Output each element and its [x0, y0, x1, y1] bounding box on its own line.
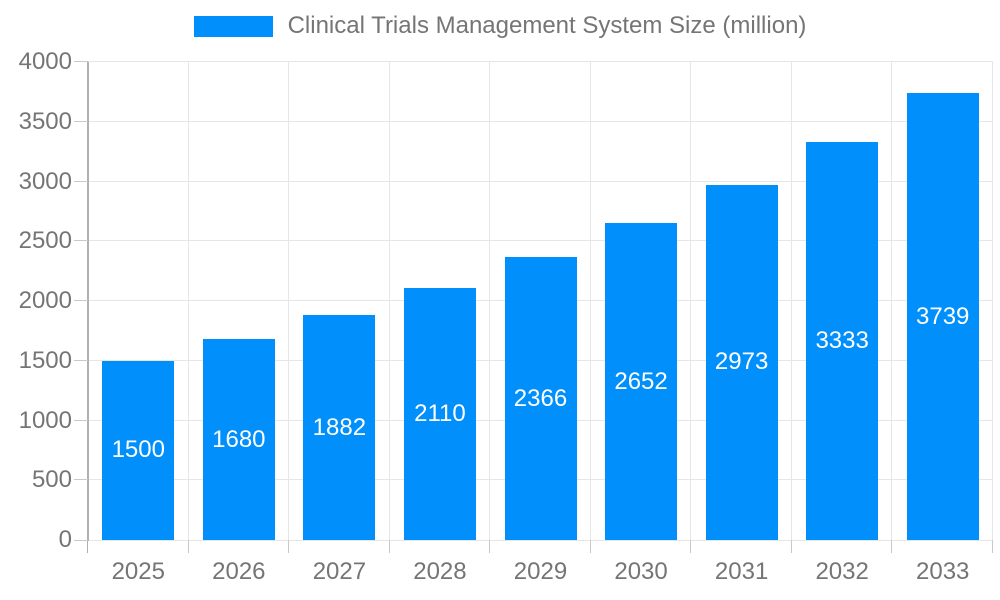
y-axis-tick [74, 121, 88, 122]
x-gridline [791, 62, 792, 540]
bar: 2110 [403, 287, 476, 540]
bar-value-label: 1680 [212, 425, 266, 453]
bar: 1680 [202, 339, 275, 540]
bar: 3333 [806, 141, 879, 540]
y-axis-tick [74, 420, 88, 421]
y-axis-tick-label: 0 [58, 526, 72, 553]
x-axis-tick-label: 2028 [413, 558, 467, 585]
x-axis-tick [389, 540, 390, 553]
bar-value-label: 2652 [614, 367, 668, 395]
x-axis-tick [188, 540, 189, 553]
y-axis-tick [74, 300, 88, 301]
bar: 2652 [605, 223, 678, 540]
bar-value-label: 1882 [312, 413, 367, 441]
x-axis-tick-label: 2030 [614, 558, 668, 585]
bar: 2973 [705, 184, 778, 540]
bar: 3739 [906, 93, 979, 540]
x-gridline [590, 62, 591, 540]
y-axis-tick-label: 1500 [18, 346, 72, 374]
bar-value-label: 2110 [414, 399, 466, 427]
y-axis-tick [74, 479, 88, 480]
x-gridline [891, 62, 892, 540]
y-axis-line [87, 62, 89, 541]
plot-area: 1500 1680 1882 2110 2366 2652 2973 3333 3739 [87, 61, 993, 553]
bar-value-label: 1500 [111, 436, 165, 464]
y-axis-tick [74, 360, 88, 361]
x-gridline [288, 62, 289, 540]
x-axis-tick-label: 2032 [815, 558, 869, 585]
x-gridline [188, 62, 189, 540]
y-axis-tick [74, 61, 88, 62]
x-axis-tick [891, 540, 892, 553]
x-axis-tick-label: 2027 [312, 558, 367, 585]
x-axis-tick-label: 2026 [212, 558, 266, 585]
y-gridline [88, 240, 993, 241]
y-axis-tick-label: 2000 [18, 287, 72, 314]
bar-value-label: 3739 [916, 302, 970, 330]
legend: Clinical Trials Management System Size (… [0, 12, 1000, 40]
bar-value-label: 3333 [815, 326, 869, 354]
x-axis-tick-label: 2031 [714, 558, 769, 585]
x-axis-tick-label: 2025 [111, 558, 165, 585]
y-gridline [88, 61, 993, 62]
y-axis-tick-label: 500 [31, 466, 72, 494]
y-axis-tick-label: 3500 [18, 107, 72, 135]
x-gridline [489, 62, 490, 540]
x-gridline [690, 62, 691, 540]
y-gridline [88, 181, 993, 182]
bar-value-label: 2973 [714, 348, 769, 376]
x-gridline [389, 62, 390, 540]
x-axis-tick [791, 540, 792, 553]
x-axis-tick [87, 540, 88, 553]
x-axis-tick [690, 540, 691, 553]
y-axis-tick-label: 1000 [18, 406, 72, 434]
bar-value-label: 2366 [513, 384, 568, 412]
y-axis-tick [74, 181, 88, 182]
legend-label: Clinical Trials Management System Size (… [287, 12, 807, 39]
y-axis-tick-label: 2500 [18, 227, 72, 255]
bar: 1882 [303, 315, 376, 540]
x-axis-tick [590, 540, 591, 553]
x-axis-tick [489, 540, 490, 553]
x-axis-tick-label: 2029 [513, 558, 568, 585]
y-axis-tick [74, 240, 88, 241]
x-axis-tick [992, 540, 993, 553]
x-axis-tick-label: 2033 [916, 558, 970, 585]
bar: 2366 [504, 257, 577, 540]
y-axis-tick [74, 540, 88, 541]
x-gridline [992, 62, 993, 540]
y-gridline [88, 121, 993, 122]
y-axis-tick-label: 3000 [18, 167, 72, 195]
legend-swatch [193, 15, 273, 37]
y-axis-tick-label: 4000 [18, 48, 72, 75]
bar: 1500 [102, 360, 175, 540]
y-gridline [88, 540, 993, 541]
x-axis-tick [288, 540, 289, 553]
